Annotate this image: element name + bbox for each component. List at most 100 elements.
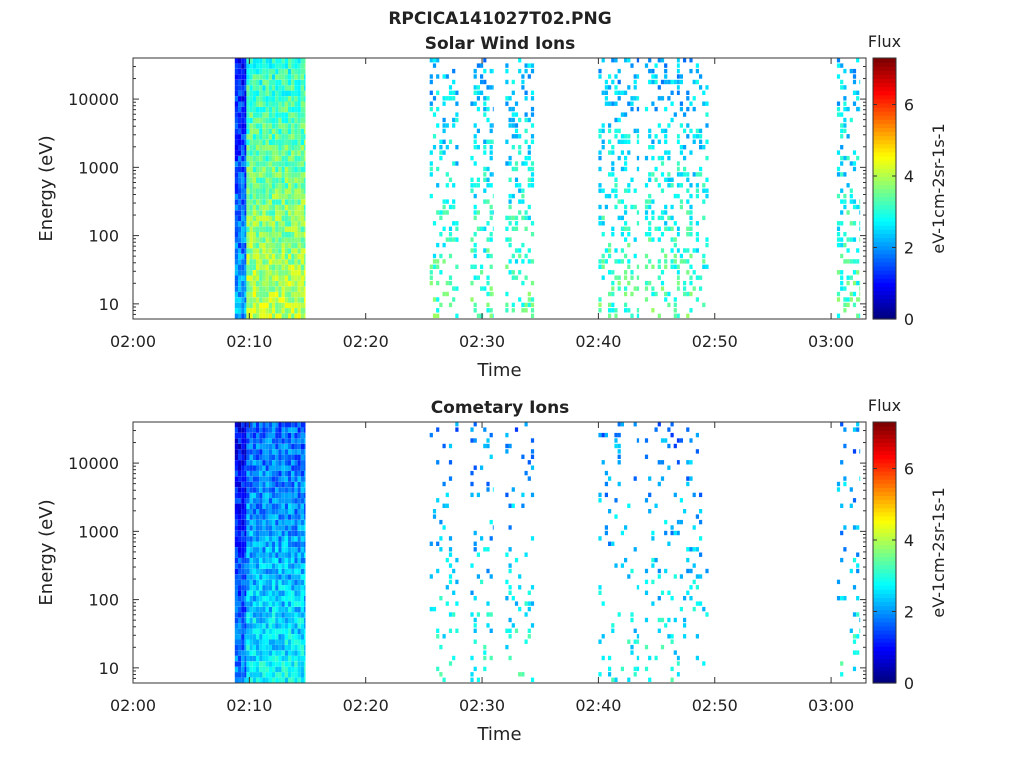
- heatmap-cell: [234, 96, 238, 102]
- heatmap-cell: [530, 134, 535, 139]
- heatmap-cell: [291, 644, 295, 651]
- heatmap-cell: [278, 74, 282, 80]
- heatmap-cell: [244, 297, 247, 303]
- heatmap-cell: [291, 601, 295, 607]
- heatmap-cell: [288, 112, 292, 118]
- heatmap-cell: [291, 183, 295, 189]
- heatmap-cell: [234, 596, 238, 602]
- heatmap-cell: [246, 313, 250, 319]
- heatmap-cell: [275, 541, 279, 547]
- heatmap-cell: [238, 503, 242, 509]
- heatmap-cell: [265, 454, 269, 460]
- heatmap-cell: [294, 155, 298, 162]
- heatmap-cell: [505, 101, 509, 106]
- heatmap-cell: [288, 617, 292, 624]
- heatmap-cell: [856, 552, 860, 557]
- heatmap-cell: [620, 90, 624, 95]
- heatmap-cell: [244, 492, 247, 499]
- heatmap-cell: [297, 498, 301, 504]
- heatmap-cell: [673, 297, 677, 302]
- heatmap-cell: [268, 275, 272, 281]
- heatmap-cell: [483, 248, 487, 253]
- heatmap-cell: [241, 492, 245, 499]
- heatmap-cell: [644, 286, 649, 291]
- heatmap-cell: [246, 280, 250, 287]
- heatmap-cell: [249, 547, 253, 553]
- heatmap-cell: [272, 541, 276, 547]
- heatmap-cell: [604, 90, 608, 95]
- colorbar-swatch: [873, 274, 896, 279]
- heatmap-cell: [294, 661, 298, 667]
- heatmap-cell: [244, 606, 247, 613]
- heatmap-cell: [278, 101, 282, 107]
- heatmap-cell: [265, 476, 269, 482]
- heatmap-cell: [249, 481, 253, 488]
- heatmap-cell: [527, 628, 531, 633]
- heatmap-cell: [281, 183, 285, 189]
- heatmap-cell: [521, 454, 525, 459]
- heatmap-cell: [234, 644, 238, 651]
- heatmap-cell: [284, 492, 288, 499]
- heatmap-cell: [601, 634, 605, 639]
- heatmap-cell: [278, 297, 282, 303]
- heatmap-cell: [636, 134, 640, 139]
- heatmap-cell: [294, 449, 298, 455]
- heatmap-cell: [291, 128, 295, 135]
- heatmap-cell: [297, 492, 301, 499]
- colorbar-swatch: [873, 674, 896, 680]
- heatmap-cell: [604, 193, 608, 199]
- heatmap-cell: [288, 226, 292, 232]
- heatmap-cell: [294, 101, 298, 107]
- heatmap-cell: [291, 661, 295, 667]
- heatmap-cell: [601, 221, 605, 226]
- heatmap-cell: [284, 644, 288, 651]
- heatmap-cell: [234, 302, 238, 309]
- heatmap-cell: [249, 204, 253, 211]
- heatmap-cell: [614, 117, 618, 123]
- heatmap-cell: [852, 79, 857, 85]
- heatmap-cell: [476, 275, 480, 280]
- y-axis-label: Energy (eV): [36, 135, 57, 241]
- heatmap-cell: [241, 530, 245, 537]
- heatmap-cell: [284, 487, 288, 493]
- heatmap-cell: [238, 253, 242, 260]
- heatmap-cell: [664, 253, 668, 259]
- heatmap-cell: [238, 443, 242, 450]
- heatmap-cell: [654, 655, 658, 661]
- heatmap-cell: [304, 579, 306, 586]
- heatmap-cell: [297, 210, 301, 216]
- heatmap-cell: [284, 634, 288, 640]
- heatmap-cell: [297, 226, 301, 232]
- colorbar-swatch: [873, 617, 896, 623]
- heatmap-cell: [660, 644, 665, 650]
- heatmap-cell: [252, 123, 256, 129]
- heatmap-cell: [852, 557, 857, 563]
- heatmap-cell: [300, 128, 304, 135]
- heatmap-cell: [288, 563, 292, 569]
- heatmap-cell: [692, 547, 696, 552]
- heatmap-cell: [840, 460, 844, 465]
- colorbar-title: Flux: [868, 396, 901, 415]
- heatmap-cell: [275, 644, 279, 651]
- heatmap-cell: [300, 139, 304, 145]
- heatmap-cell: [514, 183, 519, 188]
- heatmap-cell: [654, 291, 658, 297]
- heatmap-cell: [689, 128, 693, 134]
- heatmap-cell: [699, 601, 703, 606]
- heatmap-cell: [281, 639, 285, 645]
- heatmap-cell: [297, 63, 301, 69]
- heatmap-cell: [238, 193, 242, 200]
- heatmap-cell: [705, 101, 709, 106]
- heatmap-cell: [445, 123, 449, 128]
- heatmap-cell: [846, 134, 850, 139]
- heatmap-cell: [455, 145, 459, 150]
- heatmap-cell: [527, 155, 531, 161]
- heatmap-cell: [246, 242, 250, 249]
- heatmap-cell: [611, 166, 615, 172]
- heatmap-cell: [486, 291, 490, 297]
- heatmap-cell: [284, 438, 288, 444]
- heatmap-cell: [633, 286, 637, 291]
- heatmap-cell: [489, 172, 493, 177]
- heatmap-cell: [256, 536, 260, 542]
- heatmap-cell: [278, 422, 282, 428]
